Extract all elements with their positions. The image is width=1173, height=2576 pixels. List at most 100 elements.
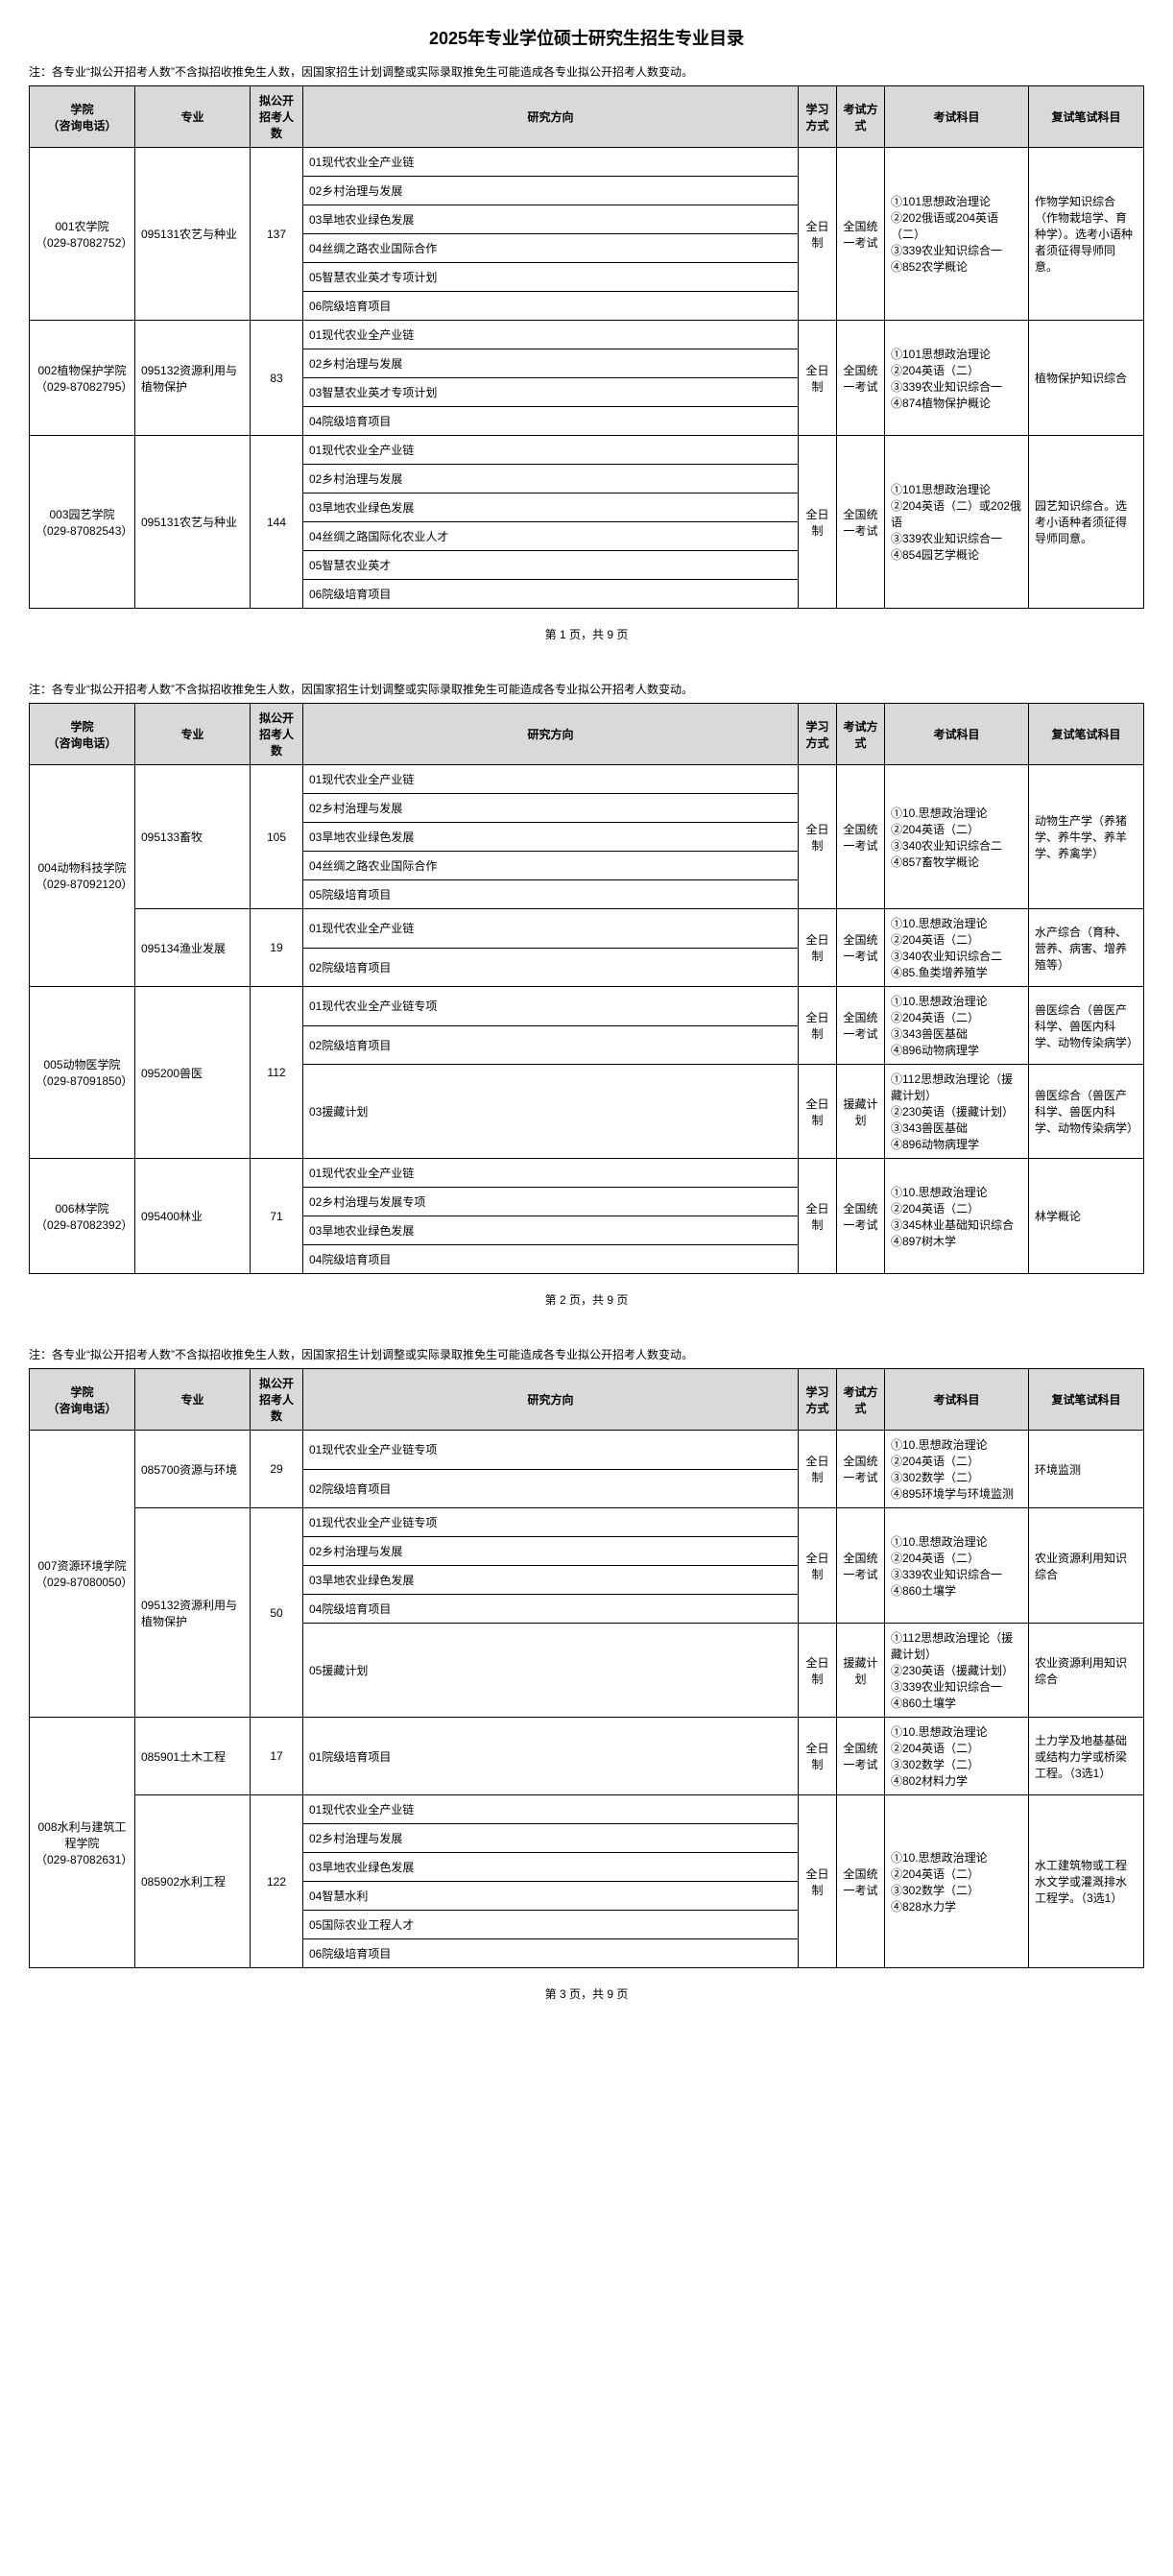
cell-direction: 01现代农业全产业链专项 [303,1431,799,1470]
th-college: 学院（咨询电话） [30,1369,135,1431]
cell-exam-mode: 全国统一考试 [837,987,885,1065]
cell-retest: 农业资源利用知识综合 [1029,1508,1144,1624]
cell-subjects: ①101思想政治理论②204英语（二）或202俄语③339农业知识综合一④854… [885,436,1029,609]
cell-exam-mode: 全国统一考试 [837,436,885,609]
cell-direction: 03旱地农业绿色发展 [303,1216,799,1245]
cell-study-mode: 全日制 [799,987,837,1065]
catalog-table: 学院（咨询电话） 专业 拟公开招考人数 研究方向 学习方式 考试方式 考试科目 … [29,1368,1144,1968]
cell-direction: 06院级培育项目 [303,580,799,609]
th-study-mode: 学习方式 [799,86,837,148]
th-college: 学院（咨询电话） [30,704,135,765]
cell-study-mode: 全日制 [799,1159,837,1274]
th-subjects: 考试科目 [885,86,1029,148]
cell-study-mode: 全日制 [799,1065,837,1159]
cell-exam-mode: 全国统一考试 [837,909,885,987]
cell-subjects: ①10.思想政治理论②204英语（二）③302数学（二）④828水力学 [885,1795,1029,1968]
catalog-table: 学院（咨询电话） 专业 拟公开招考人数 研究方向 学习方式 考试方式 考试科目 … [29,85,1144,609]
cell-quota: 112 [251,987,303,1159]
cell-direction: 02院级培育项目 [303,1469,799,1508]
cell-college: 005动物医学院（029-87091850） [30,987,135,1159]
cell-direction: 03旱地农业绿色发展 [303,494,799,522]
cell-exam-mode: 全国统一考试 [837,148,885,321]
catalog-table: 学院（咨询电话） 专业 拟公开招考人数 研究方向 学习方式 考试方式 考试科目 … [29,703,1144,1274]
cell-quota: 105 [251,765,303,909]
cell-direction: 01现代农业全产业链 [303,321,799,349]
th-exam-mode: 考试方式 [837,1369,885,1431]
cell-study-mode: 全日制 [799,1795,837,1968]
cell-study-mode: 全日制 [799,1431,837,1508]
pager: 第 2 页，共 9 页 [29,1291,1144,1308]
cell-direction: 04智慧水利 [303,1882,799,1911]
th-subjects: 考试科目 [885,1369,1029,1431]
cell-direction: 03旱地农业绿色发展 [303,823,799,852]
cell-direction: 04院级培育项目 [303,407,799,436]
th-study-mode: 学习方式 [799,1369,837,1431]
cell-major: 095132资源利用与植物保护 [135,1508,251,1718]
cell-subjects: ①10.思想政治理论②204英语（二）③302数学（二）④802材料力学 [885,1718,1029,1795]
th-quota: 拟公开招考人数 [251,1369,303,1431]
note-text: 注：各专业“拟公开招考人数”不含拟招收推免生人数，因国家招生计划调整或实际录取推… [29,63,1144,80]
cell-college: 003园艺学院（029-87082543） [30,436,135,609]
cell-quota: 137 [251,148,303,321]
cell-study-mode: 全日制 [799,1624,837,1718]
cell-direction: 06院级培育项目 [303,1939,799,1968]
cell-college: 004动物科技学院（029-87092120） [30,765,135,987]
cell-retest: 水产综合（育种、营养、病害、增养殖等） [1029,909,1144,987]
pager: 第 1 页，共 9 页 [29,626,1144,642]
cell-study-mode: 全日制 [799,148,837,321]
th-retest: 复试笔试科目 [1029,1369,1144,1431]
table-row: 095134渔业发展1901现代农业全产业链全日制全国统一考试①10.思想政治理… [30,909,1144,949]
cell-direction: 01现代农业全产业链 [303,148,799,177]
cell-subjects: ①10.思想政治理论②204英语（二）③340农业知识综合二④857畜牧学概论 [885,765,1029,909]
cell-study-mode: 全日制 [799,1508,837,1624]
cell-major: 085700资源与环境 [135,1431,251,1508]
th-direction: 研究方向 [303,86,799,148]
th-retest: 复试笔试科目 [1029,704,1144,765]
th-quota: 拟公开招考人数 [251,704,303,765]
table-row: 008水利与建筑工程学院（029-87082631）085901土木工程1701… [30,1718,1144,1795]
cell-direction: 01现代农业全产业链 [303,909,799,949]
cell-major: 095131农艺与种业 [135,148,251,321]
cell-subjects: ①10.思想政治理论②204英语（二）③302数学（二）④895环境学与环境监测 [885,1431,1029,1508]
cell-subjects: ①101思想政治理论②202俄语或204英语（二）③339农业知识综合一④852… [885,148,1029,321]
cell-direction: 04丝绸之路农业国际合作 [303,234,799,263]
cell-direction: 01现代农业全产业链 [303,1795,799,1824]
cell-direction: 05智慧农业英才 [303,551,799,580]
cell-direction: 04丝绸之路农业国际合作 [303,852,799,880]
cell-major: 095134渔业发展 [135,909,251,987]
cell-retest: 兽医综合（兽医产科学、兽医内科学、动物传染病学） [1029,1065,1144,1159]
cell-direction: 02乡村治理与发展 [303,794,799,823]
table-row: 006林学院（029-87082392）095400林业7101现代农业全产业链… [30,1159,1144,1188]
cell-subjects: ①112思想政治理论（援藏计划）②230英语（援藏计划）③339农业知识综合一④… [885,1624,1029,1718]
cell-subjects: ①101思想政治理论②204英语（二）③339农业知识综合一④874植物保护概论 [885,321,1029,436]
cell-exam-mode: 全国统一考试 [837,1508,885,1624]
cell-subjects: ①10.思想政治理论②204英语（二）③343兽医基础④896动物病理学 [885,987,1029,1065]
cell-direction: 02乡村治理与发展 [303,177,799,205]
cell-subjects: ①10.思想政治理论②204英语（二）③345林业基础知识综合④897树木学 [885,1159,1029,1274]
cell-quota: 29 [251,1431,303,1508]
pages-container: 注：各专业“拟公开招考人数”不含拟招收推免生人数，因国家招生计划调整或实际录取推… [29,63,1144,2002]
cell-retest: 植物保护知识综合 [1029,321,1144,436]
cell-direction: 02乡村治理与发展 [303,465,799,494]
cell-exam-mode: 全国统一考试 [837,765,885,909]
cell-direction: 01现代农业全产业链专项 [303,1508,799,1537]
cell-direction: 01现代农业全产业链 [303,436,799,465]
th-retest: 复试笔试科目 [1029,86,1144,148]
table-row: 002植物保护学院（029-87082795）095132资源利用与植物保护83… [30,321,1144,349]
page-title: 2025年专业学位硕士研究生招生专业目录 [29,25,1144,50]
th-exam-mode: 考试方式 [837,86,885,148]
cell-college: 002植物保护学院（029-87082795） [30,321,135,436]
cell-direction: 02乡村治理与发展 [303,1537,799,1566]
cell-major: 095400林业 [135,1159,251,1274]
cell-direction: 02乡村治理与发展专项 [303,1188,799,1216]
cell-retest: 林学概论 [1029,1159,1144,1274]
th-major: 专业 [135,704,251,765]
cell-retest: 环境监测 [1029,1431,1144,1508]
cell-direction: 06院级培育项目 [303,292,799,321]
cell-college: 006林学院（029-87082392） [30,1159,135,1274]
cell-college: 008水利与建筑工程学院（029-87082631） [30,1718,135,1968]
cell-direction: 05援藏计划 [303,1624,799,1718]
cell-direction: 04院级培育项目 [303,1595,799,1624]
cell-subjects: ①112思想政治理论（援藏计划）②230英语（援藏计划）③343兽医基础④896… [885,1065,1029,1159]
note-text: 注：各专业“拟公开招考人数”不含拟招收推免生人数，因国家招生计划调整或实际录取推… [29,1346,1144,1362]
